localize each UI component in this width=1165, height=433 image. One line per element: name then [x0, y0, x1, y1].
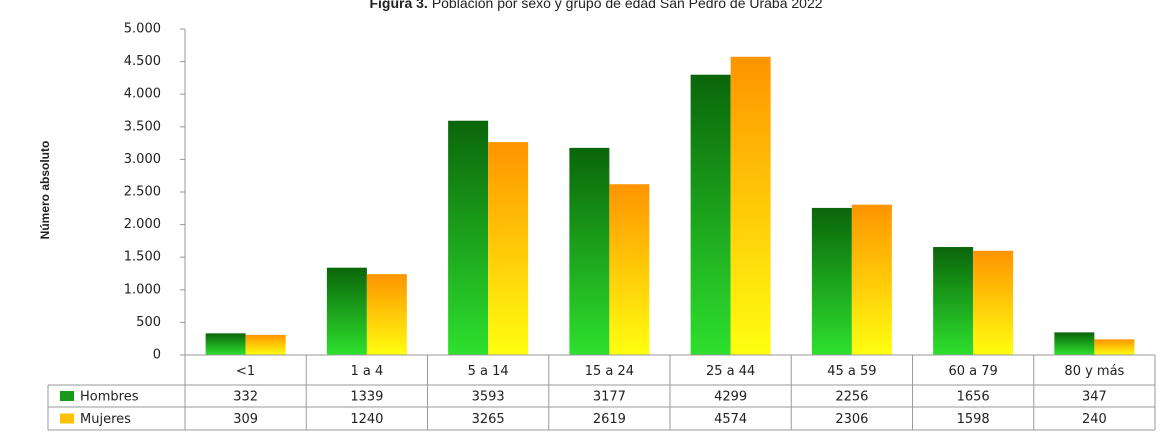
y-tick-label: 3.000 — [124, 152, 161, 167]
bar — [366, 274, 407, 355]
table-cell: 1598 — [957, 412, 990, 427]
bar — [811, 207, 852, 355]
table-cell: 2306 — [835, 412, 868, 427]
y-tick-label: 1.000 — [124, 282, 161, 297]
y-tick-label: 4.500 — [124, 54, 161, 69]
x-tick-label: 80 y más — [1064, 364, 1124, 379]
y-tick-label: 1.500 — [124, 250, 161, 265]
y-tick-label: 3.500 — [124, 119, 161, 134]
bar — [730, 56, 771, 355]
legend-swatch — [60, 391, 74, 401]
x-tick-label: <1 — [236, 364, 255, 379]
y-axis-label: Número absoluto — [38, 141, 52, 240]
table-cell: 1240 — [350, 412, 383, 427]
table-cell: 2256 — [835, 390, 868, 405]
table-cell: 347 — [1082, 390, 1107, 405]
x-tick-label: 1 a 4 — [350, 364, 383, 379]
y-tick-label: 500 — [136, 315, 161, 330]
x-tick-label: 45 a 59 — [827, 364, 876, 379]
table-cell: 1339 — [350, 390, 383, 405]
x-tick-label: 60 a 79 — [948, 364, 997, 379]
legend-swatch — [60, 413, 74, 424]
bar — [245, 334, 286, 355]
table-cell: 240 — [1082, 412, 1107, 427]
table-cell: 309 — [233, 412, 258, 427]
y-tick-label: 2.000 — [124, 217, 161, 232]
table-cell: 2619 — [593, 412, 626, 427]
chart-title: Figura 3. Población por sexo y grupo de e… — [369, 0, 822, 11]
bar — [933, 247, 974, 355]
bar — [326, 267, 367, 355]
table-cell: 3265 — [472, 412, 505, 427]
table-cell: 3177 — [593, 390, 626, 405]
legend-label: Hombres — [80, 390, 139, 405]
table-cell: 3593 — [472, 390, 505, 405]
bar — [609, 184, 650, 355]
legend-label: Mujeres — [80, 412, 131, 427]
y-tick-label: 4.000 — [124, 87, 161, 102]
title-text: Población por sexo y grupo de edad San P… — [432, 0, 823, 11]
y-tick-label: 2.500 — [124, 185, 161, 200]
y-tick-label: 5.000 — [124, 22, 161, 37]
title-prefix: Figura 3. — [369, 0, 427, 11]
bar — [488, 142, 529, 355]
x-tick-label: 25 a 44 — [706, 364, 755, 379]
bar — [973, 250, 1014, 355]
table-cell: 332 — [233, 390, 258, 405]
table-cell: 4574 — [714, 412, 747, 427]
x-tick-label: 15 a 24 — [585, 364, 634, 379]
y-tick-label: 0 — [153, 348, 161, 363]
bar — [690, 74, 731, 355]
bar — [1054, 332, 1095, 355]
bar — [448, 120, 489, 356]
bar — [205, 333, 246, 355]
bar — [1094, 339, 1135, 355]
bar — [851, 204, 892, 355]
bar — [569, 147, 610, 355]
table-cell: 1656 — [957, 390, 990, 405]
table-cell: 4299 — [714, 390, 747, 405]
x-tick-label: 5 a 14 — [468, 364, 509, 379]
